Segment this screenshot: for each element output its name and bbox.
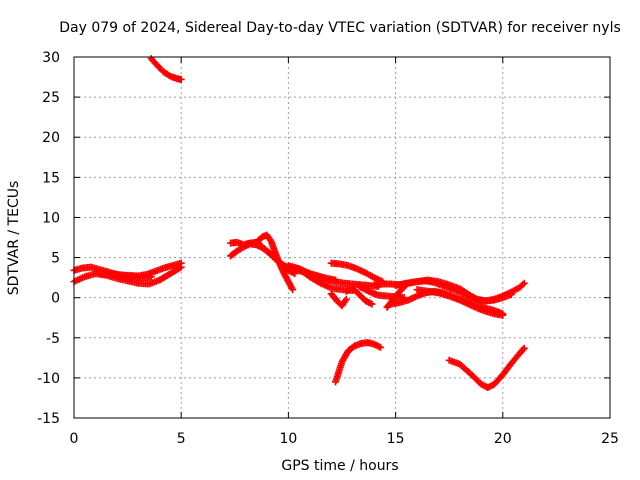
data-point (520, 344, 528, 352)
series-arc-12 (342, 284, 376, 308)
chart-title: Day 079 of 2024, Sidereal Day-to-day VTE… (59, 20, 621, 36)
series-arc-20 (445, 344, 528, 392)
y-tick-label: 15 (42, 170, 60, 186)
data-point (177, 75, 185, 83)
y-tick-label: -5 (46, 331, 60, 347)
y-tick-label: 10 (42, 210, 60, 226)
axis-ticks (73, 56, 611, 419)
data-point (377, 343, 385, 351)
grid-lines (74, 57, 610, 418)
data-point (507, 290, 515, 298)
x-tick-label: 5 (177, 431, 186, 447)
plot-frame (73, 56, 611, 419)
series-arc-6 (227, 231, 297, 294)
data-point (177, 259, 185, 267)
data-point (342, 295, 350, 303)
y-tick-labels: -15 -10 -5 0 5 10 15 20 25 30 (37, 50, 60, 427)
y-tick-label: -10 (37, 371, 60, 387)
x-tick-labels: 0 5 10 15 20 25 (70, 431, 619, 447)
series-arc-11 (327, 290, 350, 310)
series-arc-4 (96, 259, 185, 280)
y-axis-title: SDTVAR / TECUs (6, 181, 22, 296)
y-tick-label: 25 (42, 90, 60, 106)
y-tick-label: 30 (42, 50, 60, 66)
data-point (368, 300, 376, 308)
data-point (519, 345, 527, 353)
series-arc-19 (413, 286, 507, 319)
series-arc-1 (147, 55, 185, 83)
x-tick-label: 15 (387, 431, 405, 447)
series-arc-18 (392, 276, 515, 305)
x-tick-label: 20 (494, 431, 512, 447)
x-tick-label: 10 (279, 431, 297, 447)
x-axis-title: GPS time / hours (281, 458, 398, 474)
x-tick-label: 25 (601, 431, 619, 447)
data-point (520, 279, 528, 287)
y-tick-label: -15 (37, 411, 60, 427)
data-point (519, 281, 527, 289)
data-point (289, 286, 297, 294)
data-point (499, 311, 507, 319)
x-tick-label: 0 (70, 431, 79, 447)
y-tick-label: 20 (42, 130, 60, 146)
y-tick-label: 0 (51, 291, 60, 307)
data-points (70, 55, 528, 392)
series-arc-14 (332, 339, 385, 386)
y-tick-label: 5 (51, 251, 60, 267)
